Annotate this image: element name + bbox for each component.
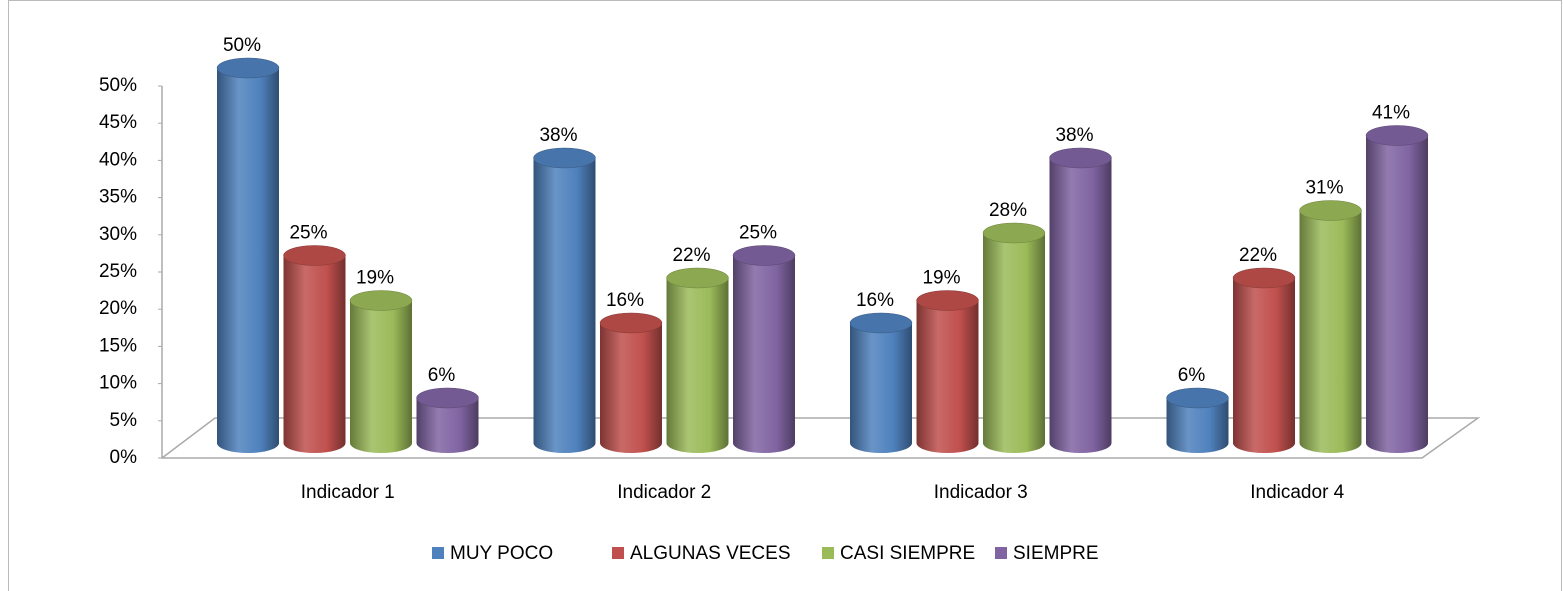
bar (1299, 210, 1362, 453)
bar-top (1232, 267, 1296, 289)
legend-label: ALGUNAS VECES (630, 543, 791, 564)
data-label: 22% (1239, 245, 1277, 266)
bar (1049, 158, 1112, 453)
bar (533, 158, 596, 453)
bar-top (1365, 125, 1429, 146)
bar-top (849, 312, 913, 334)
bar-top (916, 290, 979, 311)
data-label: 38% (1055, 125, 1093, 146)
data-label: 16% (606, 290, 644, 311)
bar (983, 233, 1045, 453)
legend-swatch (432, 547, 444, 559)
x-tick-label: Indicador 4 (1250, 482, 1344, 503)
bar (850, 323, 912, 453)
y-tick-label: 5% (110, 410, 138, 431)
data-label: 25% (739, 223, 777, 244)
bar-top (1166, 387, 1229, 409)
x-tick-label: Indicador 1 (301, 482, 395, 503)
y-tick-label: 25% (99, 261, 137, 282)
y-tick-label: 35% (99, 187, 137, 208)
chart-border (8, 0, 1562, 591)
bar (666, 278, 729, 453)
y-tick-label: 40% (99, 149, 137, 170)
legend-swatch (822, 547, 834, 559)
data-label: 19% (356, 268, 394, 289)
x-tick-label: Indicador 2 (617, 482, 711, 503)
data-label: 41% (1372, 103, 1410, 124)
bar-top (216, 57, 280, 79)
data-label: 38% (539, 125, 577, 146)
bar (916, 300, 979, 453)
data-label: 28% (989, 200, 1027, 221)
bar-top (732, 245, 796, 266)
legend-label: CASI SIEMPRE (840, 543, 975, 564)
bar-top (349, 290, 413, 311)
bar-top (982, 222, 1046, 244)
data-label: 25% (289, 223, 327, 244)
data-label: 22% (672, 245, 710, 266)
bar-top (533, 147, 596, 169)
data-label: 50% (223, 35, 261, 56)
bar-top (1049, 147, 1112, 169)
y-tick-label: 50% (99, 75, 137, 96)
bar (1233, 278, 1295, 453)
plot-frame (161, 86, 1481, 459)
y-tick-label: 30% (99, 224, 137, 245)
bar-top (666, 267, 729, 289)
bar (416, 398, 479, 453)
bar-top (416, 387, 479, 409)
bar (600, 323, 662, 453)
y-tick-label: 10% (99, 373, 137, 394)
legend-label: SIEMPRE (1013, 543, 1099, 564)
y-tick-label: 0% (110, 447, 138, 468)
data-label: 6% (1178, 365, 1206, 386)
y-tick-label: 20% (99, 298, 137, 319)
data-label: 31% (1305, 178, 1343, 199)
data-label: 6% (428, 365, 456, 386)
bar-top (1299, 200, 1362, 221)
y-tick-label: 15% (99, 335, 137, 356)
data-label: 19% (922, 268, 960, 289)
bar (350, 300, 412, 453)
legend-label: MUY POCO (450, 543, 553, 564)
bar (217, 68, 279, 453)
bar (733, 255, 795, 453)
bar (283, 255, 346, 453)
legend-swatch (612, 547, 624, 559)
bar (1166, 398, 1229, 453)
legend-swatch (995, 547, 1007, 559)
bar-top (599, 312, 663, 334)
bar (1366, 135, 1428, 453)
data-label: 16% (856, 290, 894, 311)
y-tick-label: 45% (99, 112, 137, 133)
bar-top (283, 245, 346, 266)
x-tick-label: Indicador 3 (934, 482, 1028, 503)
